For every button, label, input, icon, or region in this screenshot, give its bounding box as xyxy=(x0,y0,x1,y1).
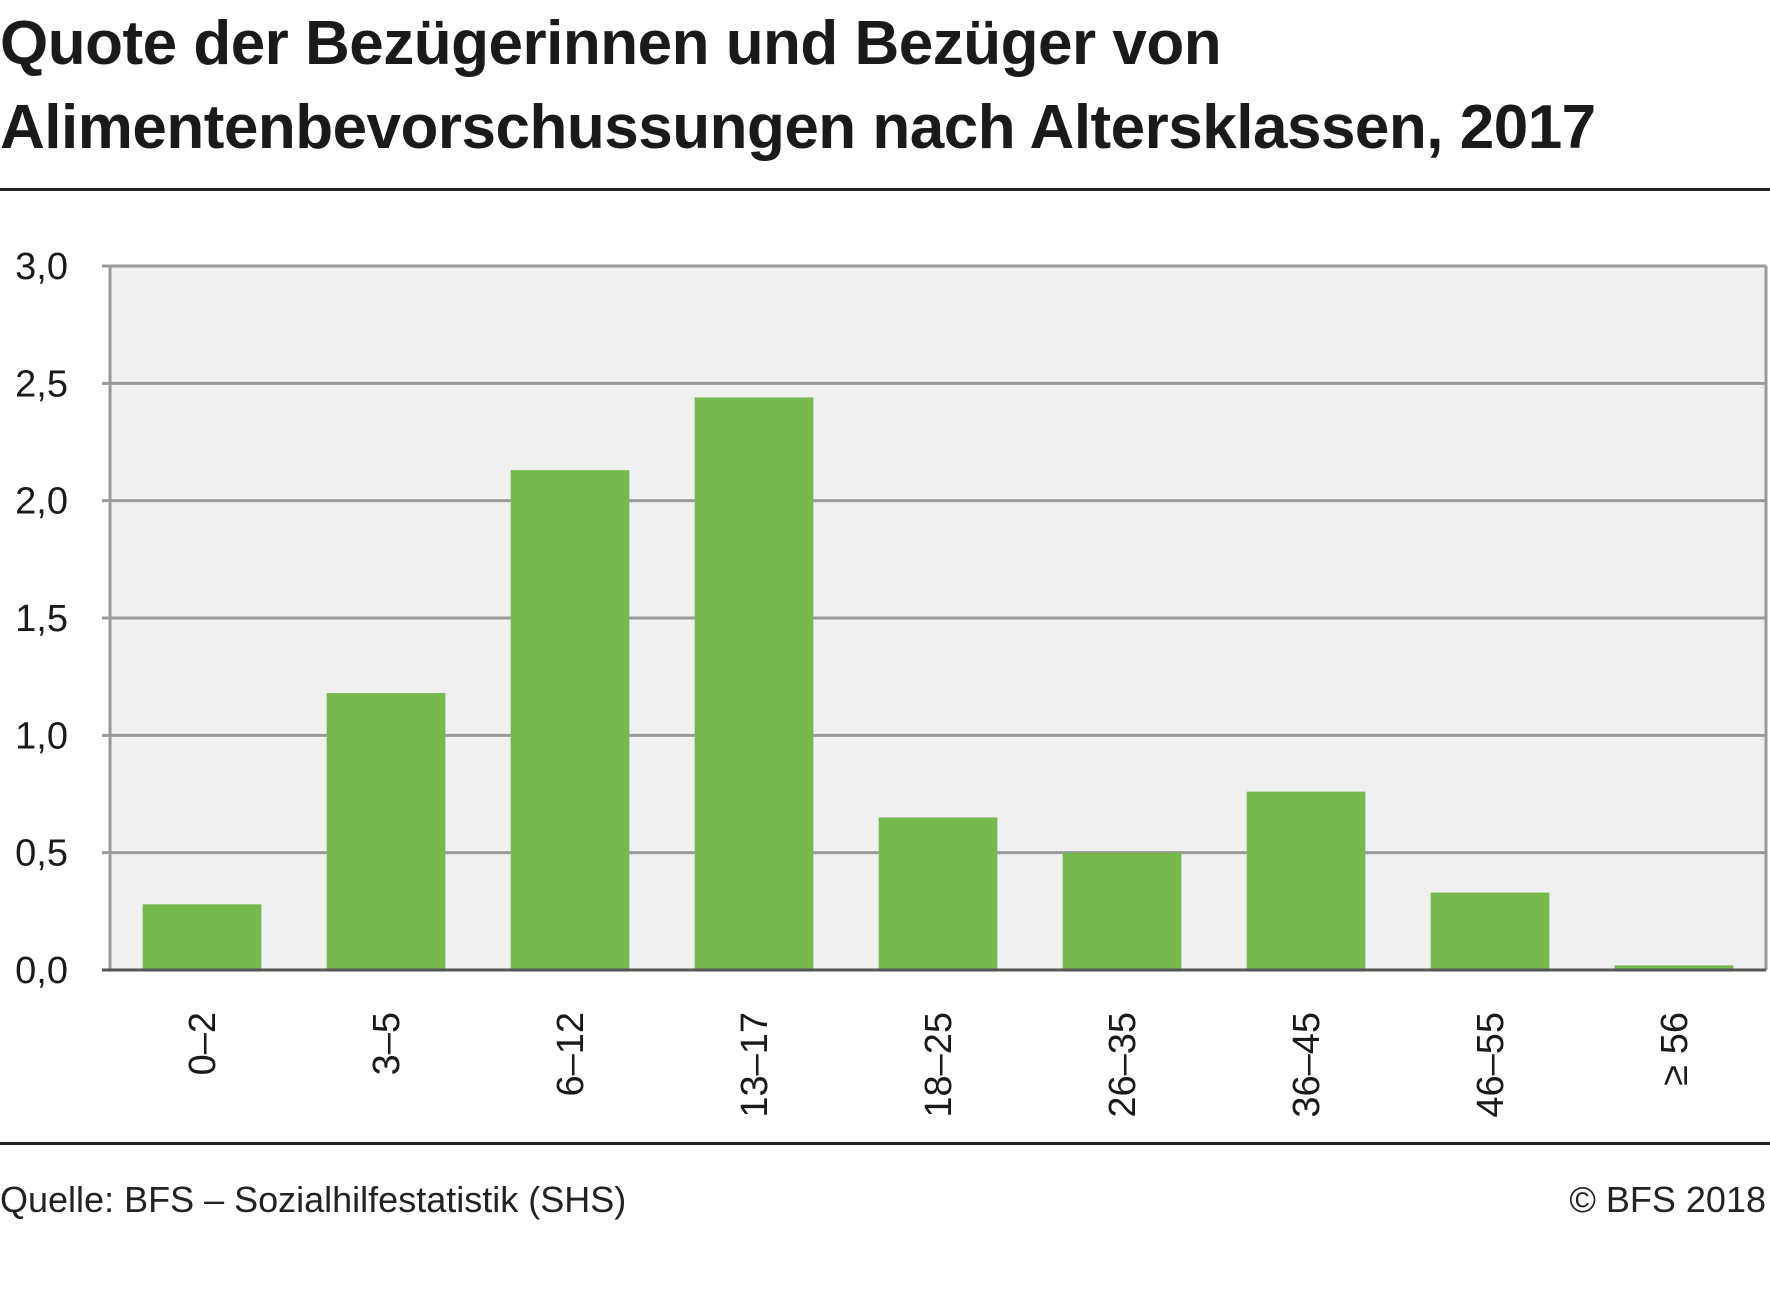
chart-title-line-1: Quote der Bezügerinnen und Bezüger von xyxy=(0,9,1222,78)
y-tick-label: 3,0 xyxy=(15,246,68,288)
title-divider xyxy=(0,188,1770,191)
chart-title-line-2: Alimentenbevorschussungen nach Alterskla… xyxy=(0,93,1596,162)
x-tick-label: ≥ 56 xyxy=(1654,1012,1696,1086)
y-tick-label: 0,5 xyxy=(15,833,68,875)
bar xyxy=(1430,892,1550,970)
y-tick-label: 1,0 xyxy=(15,715,68,757)
footer-divider xyxy=(0,1142,1770,1145)
x-tick-label: 36–45 xyxy=(1286,1012,1328,1118)
x-tick-label: 3–5 xyxy=(366,1012,408,1075)
bar xyxy=(1062,852,1182,970)
bar xyxy=(694,397,814,970)
y-tick-label: 2,0 xyxy=(15,481,68,523)
chart-title: Quote der Bezügerinnen und Bezüger von A… xyxy=(0,2,1770,170)
y-tick-label: 0,0 xyxy=(15,950,68,992)
y-tick-label: 1,5 xyxy=(15,598,68,640)
x-tick-label: 6–12 xyxy=(550,1012,592,1097)
x-tick-label: 18–25 xyxy=(918,1012,960,1118)
copyright-note: © BFS 2018 xyxy=(1569,1179,1766,1220)
x-tick-label: 13–17 xyxy=(734,1012,776,1118)
bar xyxy=(1246,791,1366,970)
bar xyxy=(878,817,998,970)
bar xyxy=(142,904,262,970)
bar xyxy=(1614,965,1734,970)
x-tick-label: 0–2 xyxy=(182,1012,224,1075)
x-tick-label: 26–35 xyxy=(1102,1012,1144,1118)
y-tick-label: 2,5 xyxy=(15,363,68,405)
bar xyxy=(510,470,630,970)
bar xyxy=(326,693,446,970)
x-tick-label: 46–55 xyxy=(1470,1012,1512,1118)
source-note: Quelle: BFS – Sozialhilfestatistik (SHS) xyxy=(0,1179,627,1220)
